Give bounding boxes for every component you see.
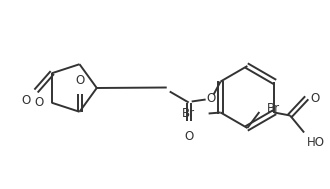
Text: O: O (21, 94, 31, 107)
Text: HO: HO (307, 136, 325, 149)
Text: O: O (75, 74, 84, 87)
Text: Br: Br (267, 101, 280, 115)
Text: O: O (34, 96, 44, 109)
Text: Br: Br (182, 107, 195, 120)
Text: O: O (310, 92, 319, 105)
Text: O: O (184, 129, 193, 143)
Text: O: O (206, 92, 215, 105)
